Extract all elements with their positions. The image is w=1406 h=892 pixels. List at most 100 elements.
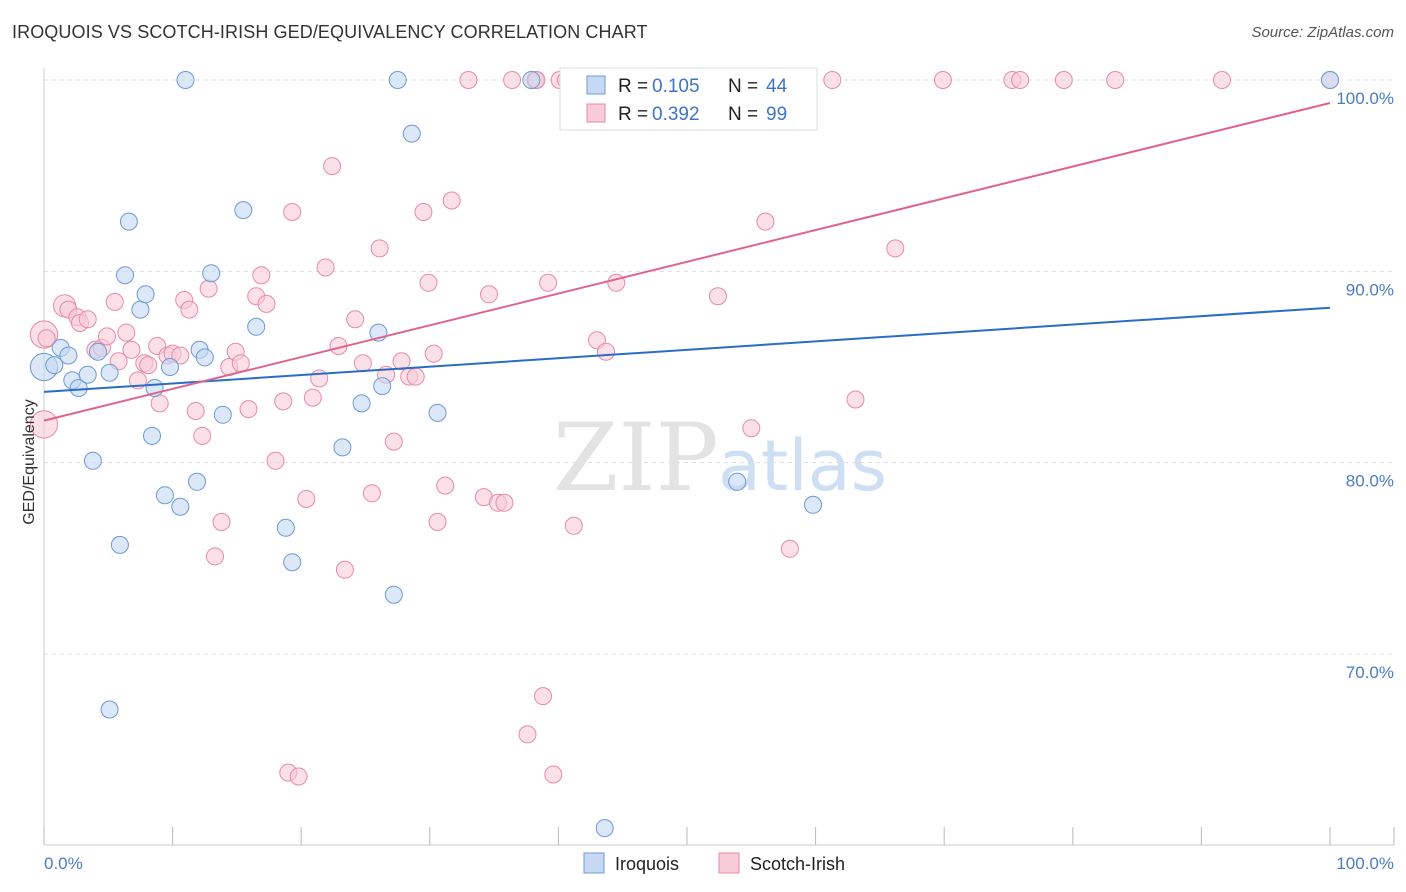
point-scotch-irish-28 xyxy=(206,547,224,566)
point-scotch-irish-2 xyxy=(37,329,56,348)
point-scotch-irish-61 xyxy=(428,513,447,531)
point-scotch-irish-74 xyxy=(539,273,558,292)
point-iroquois-22 xyxy=(188,472,206,491)
legend-swatch-iroquois xyxy=(586,75,606,95)
point-scotch-irish-42 xyxy=(297,490,316,508)
point-scotch-irish-75 xyxy=(544,765,563,784)
point-scotch-irish-78 xyxy=(564,516,583,535)
point-iroquois-9 xyxy=(100,700,119,719)
point-scotch-irish-80 xyxy=(597,342,615,361)
point-iroquois-27 xyxy=(234,201,253,220)
point-iroquois-31 xyxy=(333,438,352,457)
point-iroquois-15 xyxy=(136,285,155,304)
point-scotch-irish-85 xyxy=(742,419,761,438)
point-scotch-irish-29 xyxy=(212,513,231,531)
legend-n-label-iroquois: N = xyxy=(728,76,758,97)
y-tick-label-80: 80.0% xyxy=(1346,472,1394,491)
point-scotch-irish-91 xyxy=(886,239,905,258)
point-iroquois-8 xyxy=(89,342,107,361)
legend-r-value-iroquois: 0.105 xyxy=(652,76,700,97)
point-iroquois-10 xyxy=(100,363,119,382)
point-iroquois-3 xyxy=(59,346,78,365)
point-scotch-irish-41 xyxy=(289,767,308,786)
point-scotch-irish-94 xyxy=(1011,71,1030,89)
point-scotch-irish-19 xyxy=(150,394,169,413)
y-tick-labels: 70.0% 80.0% 90.0% 100.0% xyxy=(1336,89,1394,682)
point-iroquois-34 xyxy=(373,377,392,396)
watermark-atlas: atlas xyxy=(718,425,887,507)
legend-swatch-scotch-irish xyxy=(586,103,606,123)
legend-n-value-scotch-irish: 99 xyxy=(766,104,787,125)
point-iroquois-14 xyxy=(131,300,150,319)
point-iroquois-12 xyxy=(116,266,134,285)
bottom-legend-label-scotch-irish: Scotch-Irish xyxy=(750,854,845,874)
point-scotch-irish-11 xyxy=(105,292,124,311)
point-iroquois-26 xyxy=(213,405,232,424)
point-iroquois-20 xyxy=(171,497,190,516)
point-iroquois-41 xyxy=(728,472,747,491)
point-iroquois-30 xyxy=(283,553,302,572)
point-scotch-irish-84 xyxy=(708,287,727,306)
point-scotch-irish-54 xyxy=(384,432,403,451)
point-scotch-irish-50 xyxy=(353,354,372,373)
point-scotch-irish-0 xyxy=(29,410,59,439)
point-scotch-irish-92 xyxy=(933,71,952,89)
watermark-zip: ZIP xyxy=(553,404,719,513)
point-scotch-irish-52 xyxy=(370,239,389,258)
x-tick-label-max: 100.0% xyxy=(1336,854,1394,873)
bottom-legend-swatch-iroquois xyxy=(583,852,605,874)
point-scotch-irish-43 xyxy=(303,388,322,407)
legend-r-label-scotch-irish: R = xyxy=(618,104,648,125)
point-iroquois-42 xyxy=(804,495,822,514)
point-scotch-irish-36 xyxy=(257,294,276,313)
point-scotch-irish-26 xyxy=(193,426,212,445)
point-iroquois-16 xyxy=(143,426,161,445)
point-iroquois-18 xyxy=(155,486,174,505)
point-scotch-irish-13 xyxy=(117,323,136,342)
bottom-legend-swatch-scotch-irish xyxy=(718,852,740,874)
point-iroquois-28 xyxy=(247,317,266,336)
point-scotch-irish-90 xyxy=(846,390,865,409)
legend-r-label-iroquois: R = xyxy=(618,76,648,97)
trend-line-iroquois xyxy=(43,306,1331,393)
y-axis-label: GED/Equivalency xyxy=(21,399,38,524)
point-scotch-irish-33 xyxy=(239,400,258,419)
point-iroquois-6 xyxy=(78,365,97,384)
point-scotch-irish-60 xyxy=(424,344,443,363)
point-scotch-irish-17 xyxy=(139,356,158,375)
legend-n-label-scotch-irish: N = xyxy=(728,104,758,125)
point-scotch-irish-68 xyxy=(495,493,514,512)
point-scotch-irish-57 xyxy=(406,367,425,386)
point-scotch-irish-73 xyxy=(534,687,552,706)
point-scotch-irish-22 xyxy=(171,346,190,365)
point-iroquois-1 xyxy=(45,356,64,375)
point-scotch-irish-35 xyxy=(252,266,271,285)
trend-lines xyxy=(43,102,1331,422)
x-tick-label-min: 0.0% xyxy=(44,854,83,873)
point-scotch-irish-37 xyxy=(266,451,285,470)
point-iroquois-25 xyxy=(202,264,221,283)
bottom-legend-label-iroquois: Iroquois xyxy=(615,854,679,874)
point-scotch-irish-32 xyxy=(231,354,250,373)
point-scotch-irish-25 xyxy=(186,402,205,420)
point-scotch-irish-95 xyxy=(1054,71,1073,89)
chart-title: IROQUOIS VS SCOTCH-IRISH GED/EQUIVALENCY… xyxy=(12,22,648,42)
trend-line-scotch-irish xyxy=(43,102,1331,422)
point-scotch-irish-70 xyxy=(518,725,537,744)
point-scotch-irish-63 xyxy=(442,191,461,210)
point-iroquois-37 xyxy=(402,124,421,143)
point-scotch-irish-38 xyxy=(274,392,293,411)
point-iroquois-5 xyxy=(69,379,88,397)
point-iroquois-13 xyxy=(119,212,138,231)
point-scotch-irish-69 xyxy=(503,71,522,89)
point-scotch-irish-7 xyxy=(78,310,97,329)
point-iroquois-19 xyxy=(161,358,179,376)
point-iroquois-43 xyxy=(1321,71,1339,89)
point-scotch-irish-96 xyxy=(1106,71,1125,89)
watermark: ZIP atlas xyxy=(553,404,887,513)
point-scotch-irish-62 xyxy=(436,476,455,495)
point-scotch-irish-86 xyxy=(756,212,775,231)
legend-n-value-iroquois: 44 xyxy=(766,76,788,97)
point-iroquois-32 xyxy=(352,394,371,413)
point-iroquois-11 xyxy=(110,535,129,554)
